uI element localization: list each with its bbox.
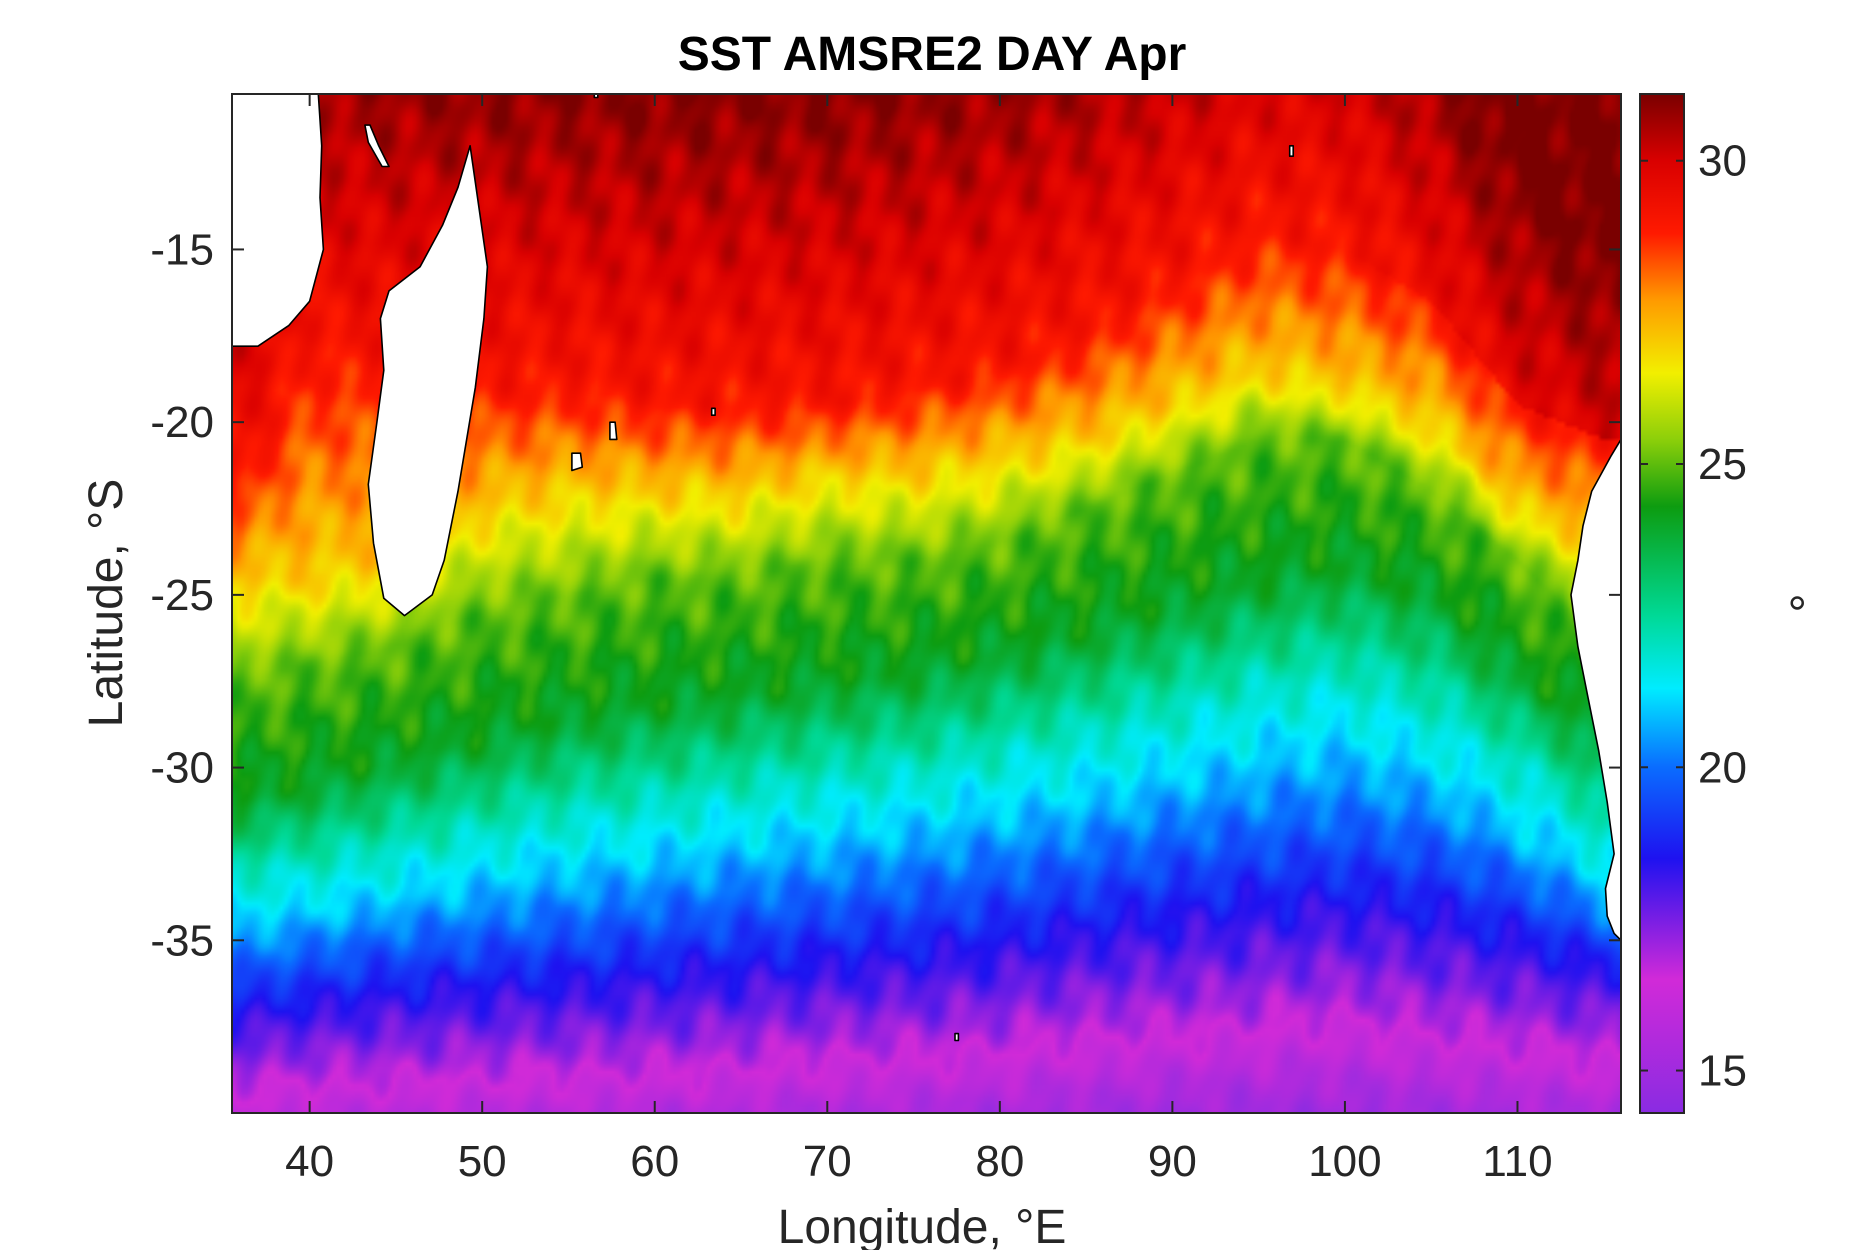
colorbar-label: ° xyxy=(1759,593,1812,612)
plot-area xyxy=(231,93,1622,1114)
x-axis: 40 50 60 70 80 90 100 110 xyxy=(285,94,1553,1186)
colorbar-tick-label: 15 xyxy=(1698,1047,1747,1096)
colorbar-tick-label: 30 xyxy=(1698,137,1747,186)
x-tick-label: 70 xyxy=(803,1137,852,1186)
x-tick-label: 50 xyxy=(458,1137,507,1186)
colorbar-gradient xyxy=(1640,94,1684,1113)
land-africa xyxy=(232,94,325,347)
x-tick-label: 90 xyxy=(1148,1137,1197,1186)
colorbar: 15 20 25 30 xyxy=(1639,93,1747,1114)
chart-title: SST AMSRE2 DAY Apr xyxy=(678,28,1187,81)
colorbar-tick-label: 25 xyxy=(1698,440,1747,489)
land-australia xyxy=(1570,438,1621,942)
y-tick-label: -20 xyxy=(150,398,214,447)
land-cocos-islands xyxy=(1288,145,1294,157)
land-reunion xyxy=(571,452,584,472)
colorbar-ticks: 15 20 25 30 xyxy=(1640,137,1747,1096)
y-axis-label: Latitude, °S xyxy=(80,479,133,728)
y-axis: -15 -20 -25 -30 -35 xyxy=(150,225,1621,965)
x-tick-label: 100 xyxy=(1308,1137,1381,1186)
land-mauritius xyxy=(609,421,618,441)
land-amsterdam-island xyxy=(954,1032,960,1042)
y-tick-label: -35 xyxy=(150,916,214,965)
colorbar-frame xyxy=(1639,93,1685,1114)
x-axis-label: Longitude, °E xyxy=(778,1201,1067,1250)
x-tick-label: 80 xyxy=(975,1137,1024,1186)
x-tick-label: 40 xyxy=(285,1137,334,1186)
colorbar-tick-label: 20 xyxy=(1698,743,1747,792)
x-tick-label: 110 xyxy=(1482,1137,1552,1186)
plot-frame xyxy=(231,93,1622,1114)
y-tick-label: -30 xyxy=(150,744,214,793)
land-rodrigues xyxy=(710,407,716,416)
y-tick-label: -15 xyxy=(150,225,214,274)
land-comoros xyxy=(364,124,390,168)
y-tick-label: -25 xyxy=(150,571,214,620)
x-tick-label: 60 xyxy=(630,1137,679,1186)
land-mask-group xyxy=(232,94,1621,1042)
land-madagascar xyxy=(367,145,489,617)
